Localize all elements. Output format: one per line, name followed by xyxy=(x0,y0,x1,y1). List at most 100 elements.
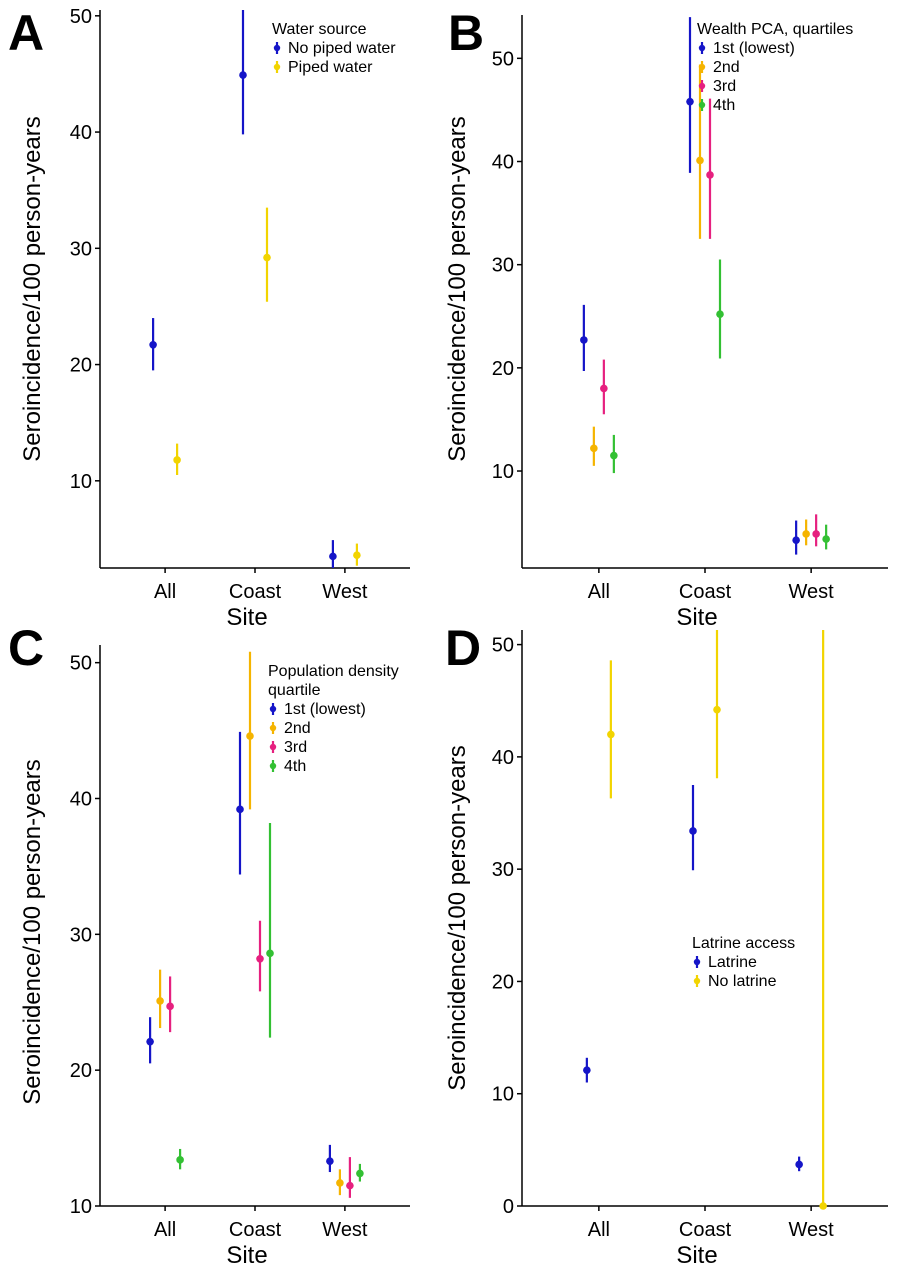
data-point xyxy=(716,310,724,318)
legend: Wealth PCA, quartiles 1st (lowest) 2nd 3rd 4… xyxy=(697,21,853,114)
legend-key-dot xyxy=(269,762,277,770)
legend-title: Water source xyxy=(272,21,367,38)
legend-title: Latrine access xyxy=(692,935,795,952)
legend-key-dot xyxy=(269,743,277,751)
data-point xyxy=(792,536,800,544)
data-point xyxy=(176,1156,184,1164)
data-point xyxy=(802,530,810,538)
x-tick-label: Coast xyxy=(679,1219,732,1241)
panel-letter: D xyxy=(445,620,481,676)
y-tick-label: 30 xyxy=(70,924,92,946)
data-point xyxy=(583,1066,591,1074)
x-tick-label: All xyxy=(588,581,610,603)
y-tick-label: 10 xyxy=(492,461,514,483)
data-point xyxy=(356,1169,364,1178)
y-tick-label: 40 xyxy=(70,788,92,810)
x-tick-label: West xyxy=(789,1219,835,1241)
y-tick-label: 50 xyxy=(70,6,92,28)
panel-letter: A xyxy=(8,5,44,61)
x-tick-label: Coast xyxy=(229,1219,282,1241)
x-tick-label: West xyxy=(789,581,835,603)
legend-title: Population density xyxy=(268,663,399,680)
data-point xyxy=(713,705,721,714)
y-tick-label: 50 xyxy=(492,48,514,70)
y-tick-label: 20 xyxy=(70,355,92,377)
data-point xyxy=(173,456,181,464)
legend-key-dot xyxy=(693,958,701,966)
x-tick-label: West xyxy=(322,1219,368,1241)
data-point xyxy=(822,535,830,543)
data-point xyxy=(263,253,271,262)
legend-label: 4th xyxy=(284,758,306,775)
y-tick-label: 20 xyxy=(492,971,514,993)
x-axis-label: Site xyxy=(226,604,267,631)
x-axis-label: Site xyxy=(676,604,717,631)
data-point xyxy=(236,805,244,814)
legend-key-dot xyxy=(273,63,281,71)
legend: Population density quartile 1st (lowest) 2n… xyxy=(268,663,399,775)
data-point xyxy=(326,1157,334,1165)
data-point xyxy=(146,1037,154,1046)
x-tick-label: Coast xyxy=(679,581,732,603)
data-point xyxy=(706,171,714,179)
y-tick-label: 50 xyxy=(70,653,92,675)
x-tick-label: West xyxy=(322,581,368,603)
y-tick-label: 10 xyxy=(70,471,92,493)
x-tick-label: All xyxy=(588,1219,610,1241)
data-point xyxy=(600,384,608,393)
panel-letter: B xyxy=(448,5,484,61)
legend-key-dot xyxy=(273,44,281,52)
panel-letter: C xyxy=(8,620,44,676)
data-point xyxy=(166,1002,174,1011)
legend-title: Wealth PCA, quartiles xyxy=(697,21,853,38)
legend-key-dot xyxy=(693,977,701,985)
panel-d: D 0 10 20 30 40 50 All Coast West Site Seroincidenc… xyxy=(444,620,888,1269)
panel-c: C 10 20 30 40 50 All Coast West Site Seroincidence… xyxy=(8,620,410,1269)
data-point xyxy=(689,827,697,835)
y-tick-label: 30 xyxy=(70,238,92,260)
legend: Water source No piped water Piped water xyxy=(272,21,396,76)
data-point xyxy=(696,156,704,165)
legend-key-dot xyxy=(269,724,277,732)
x-tick-label: Coast xyxy=(229,581,282,603)
x-axis-label: Site xyxy=(226,1242,267,1269)
x-tick-label: All xyxy=(154,1219,176,1241)
data-point xyxy=(610,451,618,460)
data-point xyxy=(346,1181,354,1190)
panel-a: A 10 20 30 40 50 All Coast West Site Seroincidence… xyxy=(8,5,410,631)
data-point xyxy=(353,551,361,560)
y-tick-label: 50 xyxy=(492,635,514,657)
legend-label: No piped water xyxy=(288,40,396,57)
legend-key-dot xyxy=(698,63,706,71)
data-point xyxy=(607,730,615,739)
data-point xyxy=(329,552,337,561)
y-tick-label: 20 xyxy=(492,358,514,380)
legend-label: Latrine xyxy=(708,954,757,971)
legend-label: 1st (lowest) xyxy=(713,40,795,57)
x-axis-label: Site xyxy=(676,1242,717,1269)
y-tick-label: 40 xyxy=(492,152,514,174)
y-axis-label: Seroincidence/100 person-years xyxy=(444,745,471,1091)
legend-label: 4th xyxy=(713,97,735,114)
x-tick-label: All xyxy=(154,581,176,603)
data-point xyxy=(590,444,598,453)
data-point xyxy=(246,732,254,740)
legend-title: quartile xyxy=(268,682,321,699)
y-axis-label: Seroincidence/100 person-years xyxy=(19,759,46,1105)
data-point xyxy=(336,1179,344,1187)
data-point xyxy=(580,336,588,344)
data-point xyxy=(686,97,694,106)
data-point xyxy=(156,997,164,1005)
y-tick-label: 30 xyxy=(492,859,514,881)
y-tick-label: 20 xyxy=(70,1060,92,1082)
data-point xyxy=(149,341,157,349)
y-tick-label: 0 xyxy=(503,1196,514,1218)
legend-label: No latrine xyxy=(708,973,777,990)
legend-label: 1st (lowest) xyxy=(284,701,366,718)
legend-label: 2nd xyxy=(284,720,311,737)
data-point xyxy=(256,954,264,963)
legend-key-dot xyxy=(698,101,706,109)
legend-key-dot xyxy=(698,44,706,52)
data-point xyxy=(795,1160,803,1169)
